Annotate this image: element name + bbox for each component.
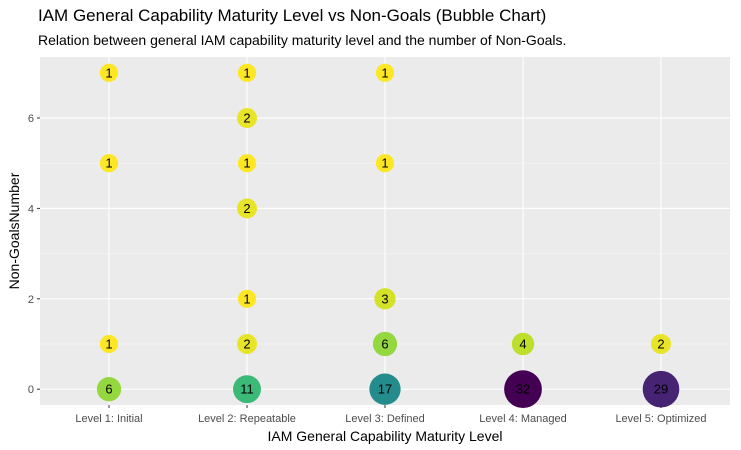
bubble-count-label: 1: [243, 291, 250, 306]
bubble-count-label: 6: [381, 336, 388, 351]
bubble: 32: [504, 370, 542, 409]
bubble: 17: [369, 373, 401, 405]
bubble-count-label: 2: [243, 201, 250, 216]
bubble-count-label: 1: [105, 65, 112, 80]
bubble: 6: [372, 331, 398, 357]
bubble-circle: [375, 154, 395, 173]
bubble-circle: [504, 370, 542, 409]
x-axis-title: IAM General Capability Maturity Level: [268, 428, 503, 444]
bubble: 1: [237, 289, 257, 308]
bubble: 6: [96, 377, 122, 402]
bubble: 2: [651, 334, 671, 354]
bubble: 11: [233, 375, 261, 404]
bubble-count-label: 3: [381, 291, 388, 306]
bubble-count-label: 2: [657, 336, 664, 351]
bubble-circle: [99, 63, 119, 82]
bubble-count-label: 1: [381, 65, 388, 80]
bubble: 29: [642, 370, 680, 408]
bubble-circle: [237, 154, 257, 173]
bubble-count-label: 4: [519, 336, 526, 351]
x-tick-label: Level 2: Repeatable: [198, 413, 296, 425]
bubble-circle: [374, 288, 396, 310]
bubble: 2: [237, 198, 257, 219]
bubble-count-label: 1: [243, 156, 250, 171]
bubble-circle: [642, 370, 680, 408]
bubble-count-label: 6: [105, 382, 112, 397]
bubble: 1: [99, 334, 119, 354]
bubble-circle: [237, 289, 257, 308]
bubble-count-label: 1: [105, 156, 112, 171]
bubble-circle: [99, 334, 119, 354]
bubble-count-label: 32: [516, 382, 530, 397]
bubble-count-label: 17: [378, 382, 392, 397]
bubble-count-label: 11: [240, 382, 254, 397]
y-tick-label: 4: [28, 203, 34, 215]
bubble: 1: [99, 63, 119, 82]
bubble: 2: [237, 334, 257, 354]
y-axis-title: Non-GoalsNumber: [6, 172, 22, 289]
bubble-count-label: 1: [243, 65, 250, 80]
bubble-circle: [237, 198, 257, 219]
bubble-circle: [96, 377, 122, 402]
chart-subtitle: Relation between general IAM capability …: [38, 32, 567, 48]
bubble-circle: [233, 375, 261, 404]
bubble-circle: [99, 154, 119, 173]
bubble: 1: [99, 154, 119, 173]
bubble: 2: [237, 108, 257, 128]
bubble: 1: [237, 154, 257, 173]
bubble-circle: [375, 63, 395, 82]
bubble: 1: [375, 154, 395, 173]
bubble: 1: [375, 63, 395, 82]
bubble: 1: [237, 63, 257, 82]
x-tick-label: Level 1: Initial: [75, 413, 142, 425]
x-tick-label: Level 5: Optimized: [615, 413, 706, 425]
bubble-count-label: 1: [105, 336, 112, 351]
y-tick-label: 0: [28, 384, 34, 396]
bubble-circle: [511, 332, 535, 356]
bubble-count-label: 2: [243, 336, 250, 351]
bubble-count-label: 2: [243, 111, 250, 126]
bubble-count-label: 29: [654, 382, 668, 397]
x-tick-label: Level 4: Managed: [479, 413, 566, 425]
bubble-circle: [237, 334, 257, 354]
bubble: 4: [511, 332, 535, 356]
axis-ticks: 0 2 4 6 Level 1: Initial Level 2: Repeatable L…: [28, 113, 707, 425]
bubble-circle: [651, 334, 671, 354]
bubble-circle: [237, 63, 257, 82]
bubble-circle: [237, 108, 257, 128]
x-tick-label: Level 3: Defined: [345, 413, 425, 425]
bubble-circle: [369, 373, 401, 405]
bubble-circle: [372, 331, 398, 357]
bubble-count-label: 1: [381, 156, 388, 171]
bubble: 3: [374, 288, 396, 310]
chart-title: IAM General Capability Maturity Level vs…: [38, 6, 547, 25]
y-tick-label: 2: [28, 294, 34, 306]
y-tick-label: 6: [28, 113, 34, 125]
